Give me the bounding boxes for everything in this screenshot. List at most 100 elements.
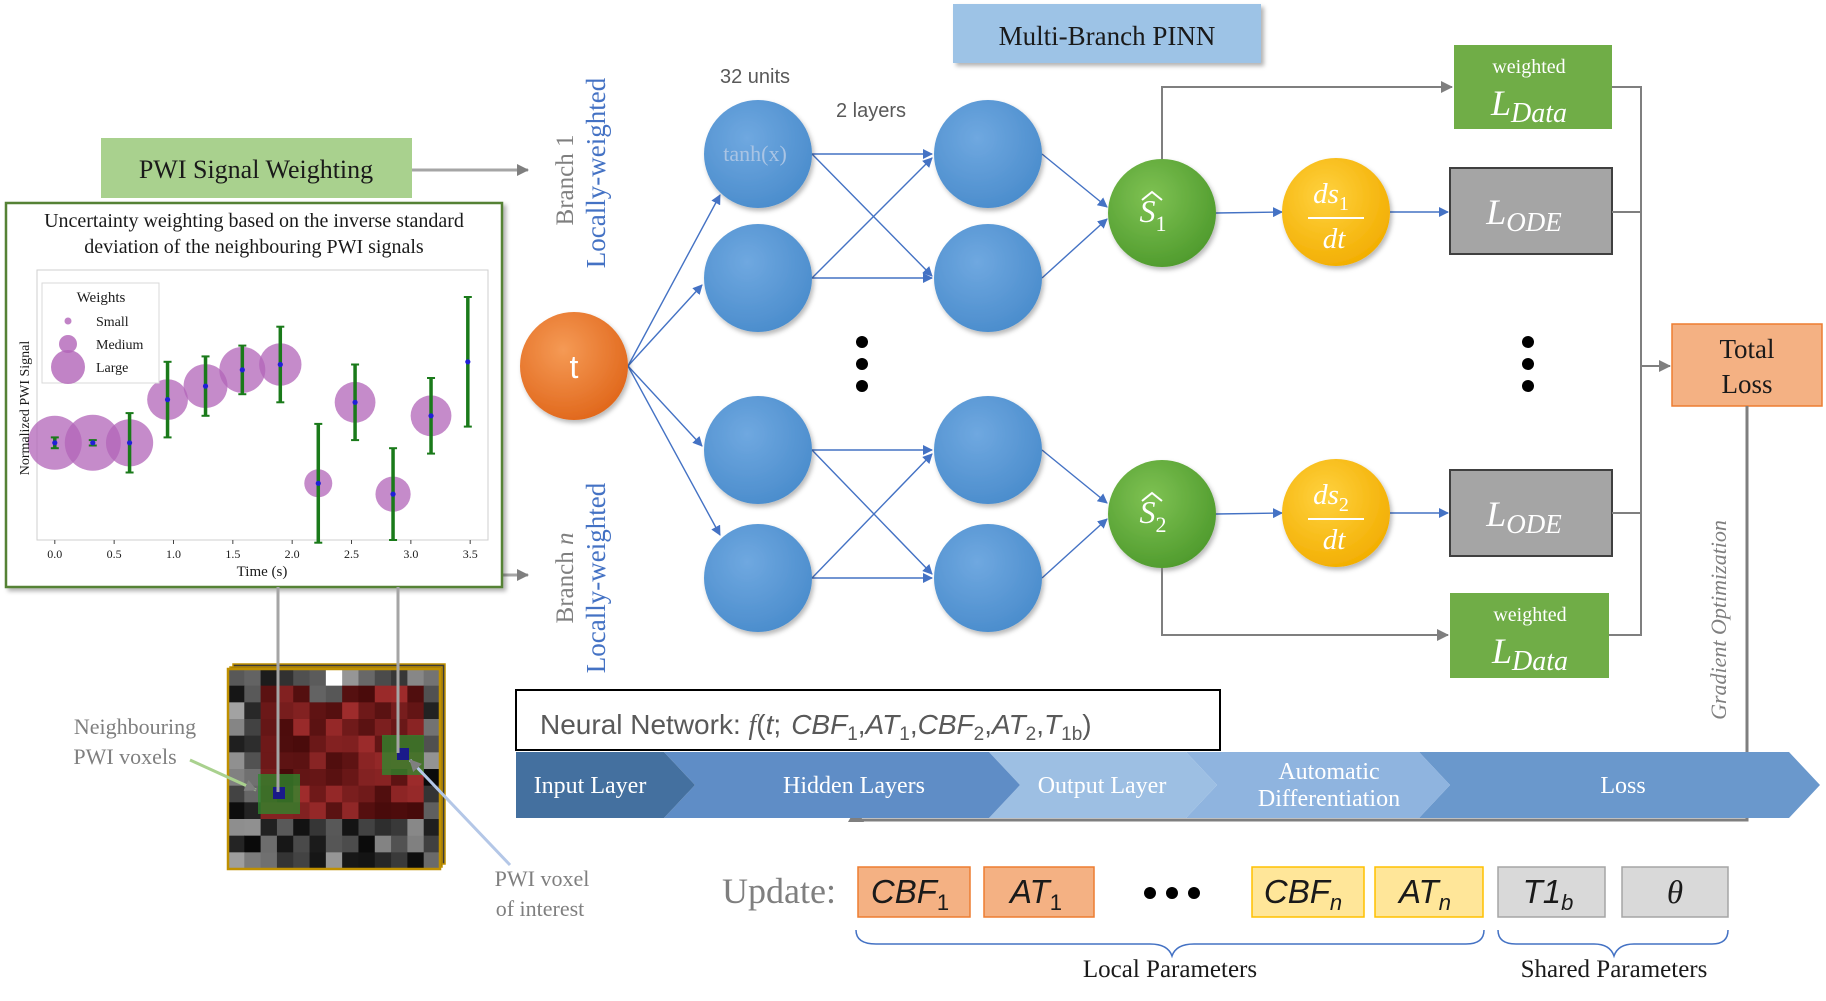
voxel-cell [260, 852, 278, 870]
voxel-cell [325, 852, 343, 870]
x-tick-label-0: 0.0 [47, 547, 62, 561]
weighting-chart-panel: Uncertainty weighting based on the inver… [4, 201, 504, 589]
formula-t1b-sub: 1b [1061, 724, 1082, 745]
pipeline-stage-input: Input Layer [534, 773, 647, 799]
param-t1b-sub: b [1561, 890, 1573, 915]
voxel-cell [423, 685, 441, 703]
voxel-cell [342, 685, 359, 703]
voxel-cell [293, 835, 311, 853]
voxel-cell [325, 719, 343, 737]
loss-collector-lines [1609, 86, 1642, 636]
data-point-11 [465, 359, 471, 365]
derivative-2-num-sub: 2 [1339, 494, 1349, 516]
param-box-at1 [983, 866, 1095, 918]
voxel-cell [244, 802, 262, 820]
chart-ylabel: Normalized PWI Signal [18, 341, 33, 476]
data-loss-2-term: LData [1491, 631, 1568, 677]
param-cbf1-sub: 1 [937, 890, 949, 915]
voxel-cell [391, 819, 408, 837]
voxel-cell [325, 802, 343, 820]
branch1-qualifier: Locally-weighted [581, 77, 611, 268]
voxel-cell [244, 685, 262, 703]
voxel-cell [358, 769, 376, 787]
voxel-cell [358, 719, 376, 737]
voxel-cell [407, 669, 425, 687]
input-node [520, 312, 628, 420]
formula-comma4: , [1036, 709, 1044, 740]
formula-at1: AT [864, 709, 902, 740]
voxel-image-border [226, 667, 442, 871]
voxel-interest-right [397, 748, 409, 760]
title: Multi-Branch PINN [999, 21, 1216, 51]
derivative-1-den: dt [1323, 223, 1347, 255]
voxel-cell [391, 785, 408, 803]
voxel-cell [358, 819, 376, 837]
pwi-voxel-image [226, 663, 446, 871]
update-ellipsis [1144, 887, 1200, 899]
voxel-cell [293, 852, 311, 870]
voxel-interest-left [273, 787, 285, 799]
derivative-node-2 [1282, 459, 1390, 567]
data-loss-2-main: L [1491, 631, 1512, 671]
pipeline-stage-loss: Loss [1600, 773, 1645, 799]
param-cbf1: CBF1 [871, 873, 949, 915]
param-t1b: T1b [1523, 873, 1574, 915]
formula-paren-close: ) [1082, 709, 1091, 740]
voxel-cell [325, 752, 343, 770]
formula-f: f [749, 710, 760, 741]
voxel-cell [358, 735, 376, 753]
voxel-cell [358, 702, 376, 720]
voxel-cell [325, 685, 343, 703]
param-box-theta [1621, 866, 1729, 918]
input-node-label: t [570, 349, 579, 385]
formula-cbf2-sub: 2 [974, 724, 985, 745]
voxel-cell [260, 752, 278, 770]
output-node-s1 [1108, 159, 1216, 267]
data-loss-1-weighted: weighted [1492, 56, 1565, 78]
voxel-cell [309, 702, 327, 720]
data-loss-1-term: LData [1490, 83, 1567, 129]
ode-loss-box-2 [1449, 469, 1613, 557]
chart-panel-border [4, 201, 504, 589]
ode-loss-1-sub: ODE [1506, 207, 1562, 237]
formula-cbf1: CBF [791, 709, 849, 740]
ode-loss-2-sub: ODE [1506, 509, 1562, 539]
x-tick-label-2: 1.0 [166, 547, 181, 561]
voxel-cell [407, 852, 425, 870]
voxel-cell [325, 735, 343, 753]
branch1-qualifier-group: Locally-weighted [581, 77, 611, 268]
voxel-cell [276, 685, 294, 703]
formula-t: t [766, 709, 775, 740]
legend-title: Weights [77, 290, 126, 306]
voxel-cell [342, 852, 359, 870]
x-tick-label-1: 0.5 [107, 547, 122, 561]
hidden1-node-4 [704, 524, 812, 632]
voxel-cell [244, 835, 262, 853]
data-loss-box-2 [1450, 593, 1609, 678]
param-at1: AT1 [1008, 873, 1062, 915]
voxel-cell [244, 819, 262, 837]
voxel-cell [423, 669, 441, 687]
legend-label-small: Small [96, 315, 129, 330]
voxel-cell [325, 669, 343, 687]
voxel-cell [407, 702, 425, 720]
formula-comma1: , [858, 709, 866, 740]
voxel-cell [276, 819, 294, 837]
param-atn-main: AT [1397, 873, 1442, 910]
local-params-label: Local Parameters [1083, 956, 1257, 983]
voxel-cell [374, 669, 392, 687]
voxel-cell [244, 719, 262, 737]
voxel-cell [391, 852, 408, 870]
voxel-cell [374, 785, 392, 803]
voxel-cell [423, 735, 441, 753]
voxel-cell [309, 802, 327, 820]
ellipsis-losses [1522, 336, 1534, 392]
hidden1-node-1 [704, 100, 812, 208]
derivative-1-num-main: ds [1313, 178, 1339, 210]
layers-label: 2 layers [836, 100, 906, 122]
voxel-cell [358, 685, 376, 703]
derivative-2-num: ds2 [1313, 479, 1349, 516]
voxel-cell [293, 702, 311, 720]
chart-x-ticks: 0.0 0.5 1.0 1.5 2.0 2.5 3.0 3.5 [47, 540, 478, 561]
